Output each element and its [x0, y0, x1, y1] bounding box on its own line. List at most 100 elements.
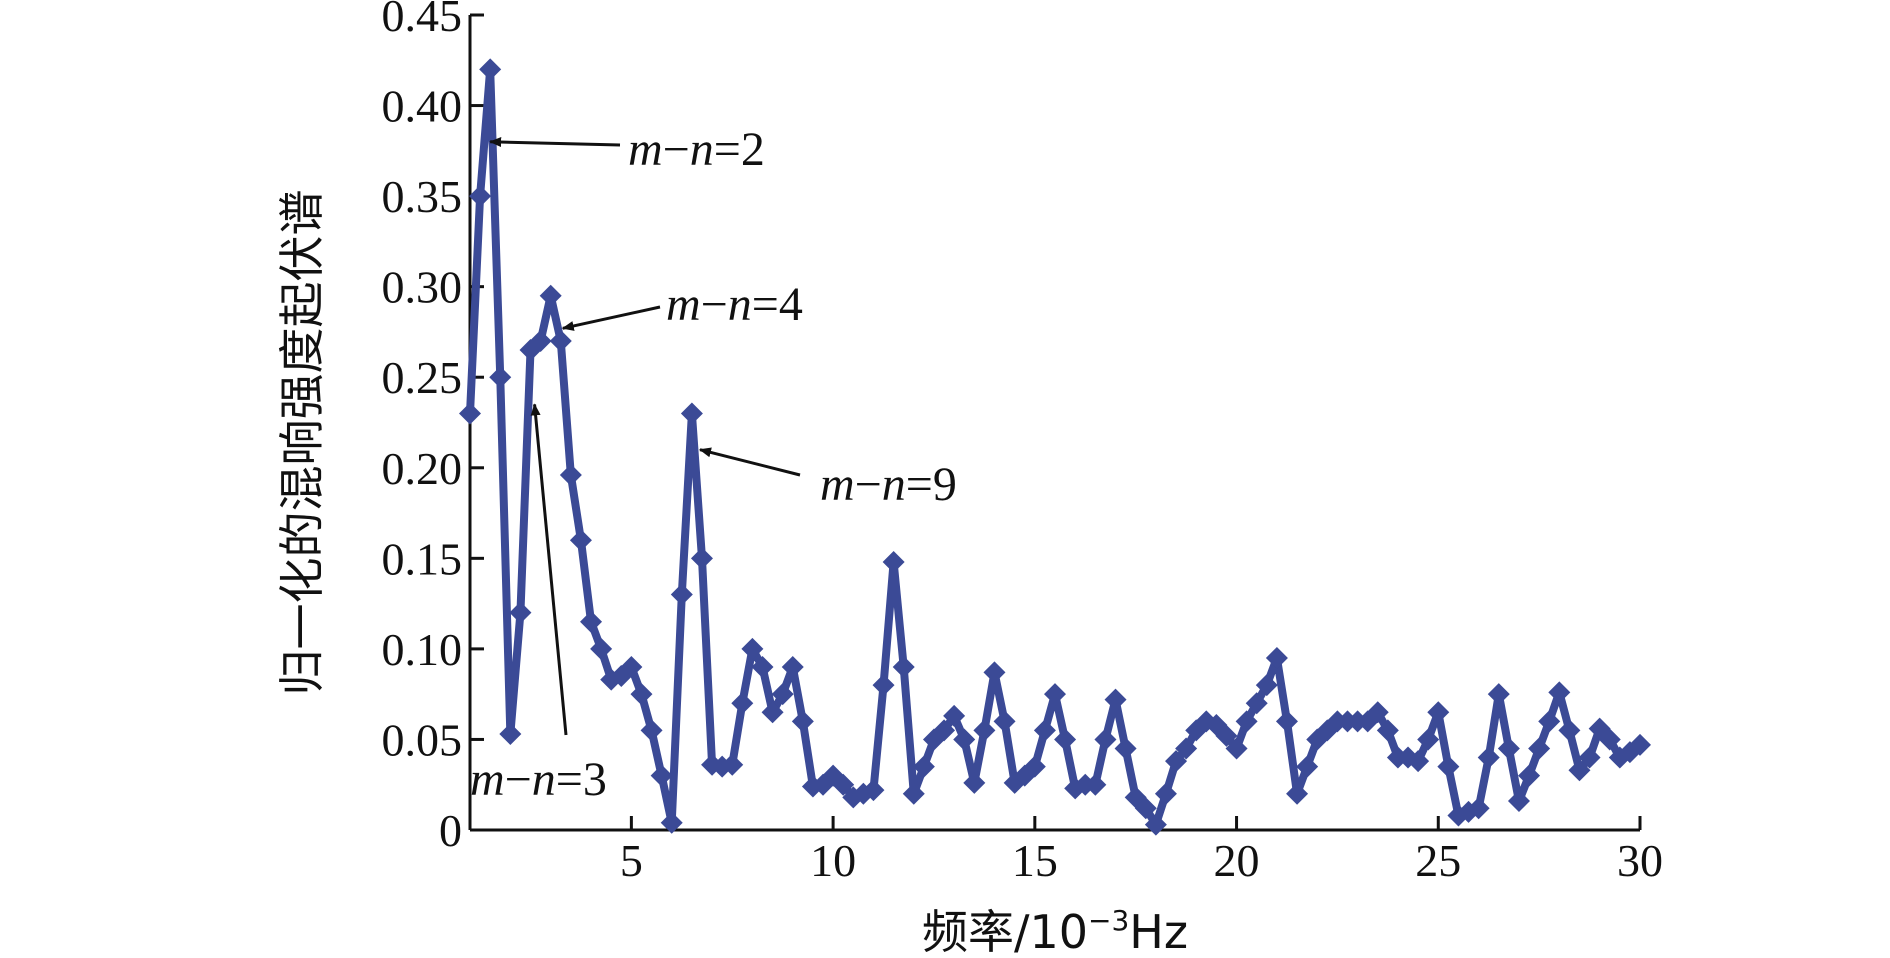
data-point-marker — [1033, 719, 1056, 742]
annotation-n: n — [882, 458, 906, 511]
data-point-marker — [1558, 719, 1581, 742]
data-point-marker — [459, 402, 481, 425]
data-point-marker — [1265, 646, 1288, 669]
data-point-marker — [1538, 710, 1561, 733]
data-point-marker — [1548, 681, 1571, 704]
data-point-marker — [1528, 737, 1551, 760]
annotation-value: =3 — [556, 753, 607, 806]
data-point-marker — [993, 710, 1016, 733]
data-point-marker — [902, 782, 925, 805]
data-point-marker — [1427, 701, 1450, 724]
data-point-marker — [680, 402, 703, 425]
data-point-marker — [1296, 755, 1319, 778]
data-point-marker — [761, 701, 784, 724]
data-point-marker — [973, 719, 996, 742]
data-point-marker — [590, 637, 613, 660]
data-point-marker — [1578, 746, 1601, 769]
data-point-marker — [741, 637, 764, 660]
y-axis-ticks: 0 0.05 0.10 0.15 0.20 0.25 0.30 0.35 0.40 0.45 — [382, 0, 484, 856]
x-tick-label: 30 — [1617, 835, 1663, 886]
data-point-marker — [660, 811, 683, 834]
data-point-marker — [569, 529, 592, 552]
data-point-marker — [559, 464, 582, 487]
annotation-arrow — [530, 403, 568, 736]
data-point-marker — [872, 674, 895, 697]
annotation-m: m — [820, 458, 855, 511]
data-point-marker — [862, 779, 885, 802]
data-point-marker — [781, 656, 804, 678]
data-point-marker — [1568, 759, 1591, 782]
data-point-marker — [1255, 674, 1278, 697]
data-point-marker — [1165, 750, 1188, 773]
data-point-marker — [539, 284, 562, 307]
data-point-marker — [1044, 683, 1066, 706]
data-point-marker — [620, 656, 643, 678]
data-point-marker — [983, 661, 1006, 684]
data-point-marker — [721, 753, 744, 776]
x-tick-label: 10 — [810, 835, 856, 886]
y-tick-label: 0.40 — [382, 81, 463, 132]
data-point-marker — [1134, 797, 1157, 820]
x-axis-title-unit: Hz — [1129, 905, 1188, 958]
data-point-marker — [469, 185, 492, 208]
data-point-marker — [1629, 733, 1651, 756]
y-axis-title: 归一化的混响强度起伏谱 — [275, 190, 329, 696]
data-point-marker — [690, 547, 713, 570]
series-line — [466, 65, 1643, 829]
annotation-n: n — [728, 278, 752, 331]
annotation-label: m−n=4 — [666, 278, 803, 331]
y-tick-label: 0.30 — [382, 262, 463, 313]
data-point-marker — [1175, 737, 1198, 760]
data-point-marker — [630, 683, 653, 706]
data-point-marker — [892, 656, 915, 678]
data-point-marker — [912, 755, 935, 778]
x-axis-title-exponent: −3 — [1088, 904, 1129, 937]
annotation-dash: − — [505, 753, 532, 806]
annotation-label: m−n=3 — [470, 753, 607, 806]
data-point-marker — [882, 550, 905, 573]
data-point-marker — [963, 771, 986, 794]
data-point-marker — [731, 692, 754, 715]
y-tick-label: 0.25 — [382, 352, 463, 403]
annotation-dash: − — [663, 123, 690, 176]
y-tick-label: 0.20 — [382, 443, 463, 494]
data-point-marker — [771, 683, 794, 706]
data-point-marker — [1376, 719, 1399, 742]
data-point-marker — [943, 704, 966, 727]
annotation-label: m−n=9 — [820, 458, 957, 511]
annotation-value: =2 — [714, 123, 765, 176]
data-point-marker — [1084, 773, 1107, 796]
data-point-marker — [580, 610, 603, 633]
data-point-marker — [1497, 737, 1520, 760]
data-point-marker — [1366, 701, 1389, 724]
data-point-marker — [650, 764, 673, 787]
y-tick-label: 0.45 — [382, 0, 463, 41]
data-point-marker — [549, 330, 572, 352]
annotation-n: n — [532, 753, 556, 806]
x-axis-ticks: 5 10 15 20 25 30 — [620, 816, 1663, 886]
data-point-marker — [1437, 755, 1460, 778]
annotation-value: =9 — [906, 458, 957, 511]
data-series — [459, 58, 1651, 836]
data-point-marker — [1507, 790, 1530, 813]
data-point-marker — [1114, 737, 1137, 760]
annotation-dash: − — [701, 278, 728, 331]
data-point-marker — [640, 719, 663, 742]
annotations: m−n=2m−n=4m−n=9m−n=3 — [470, 123, 957, 806]
annotation-arrow — [698, 447, 801, 477]
data-point-marker — [1054, 728, 1077, 751]
annotation-m: m — [470, 753, 505, 806]
data-point-marker — [1477, 746, 1500, 769]
data-point-marker — [832, 773, 855, 796]
x-tick-label: 15 — [1012, 835, 1058, 886]
data-point-marker — [1598, 728, 1621, 751]
data-point-marker — [499, 723, 522, 746]
annotation-m: m — [666, 278, 701, 331]
x-tick-label: 5 — [620, 835, 643, 886]
annotation-arrow — [489, 137, 621, 148]
data-point-marker — [1235, 710, 1258, 733]
x-tick-label: 25 — [1415, 835, 1461, 886]
data-point-marker — [751, 656, 774, 678]
data-point-marker — [1487, 683, 1510, 706]
